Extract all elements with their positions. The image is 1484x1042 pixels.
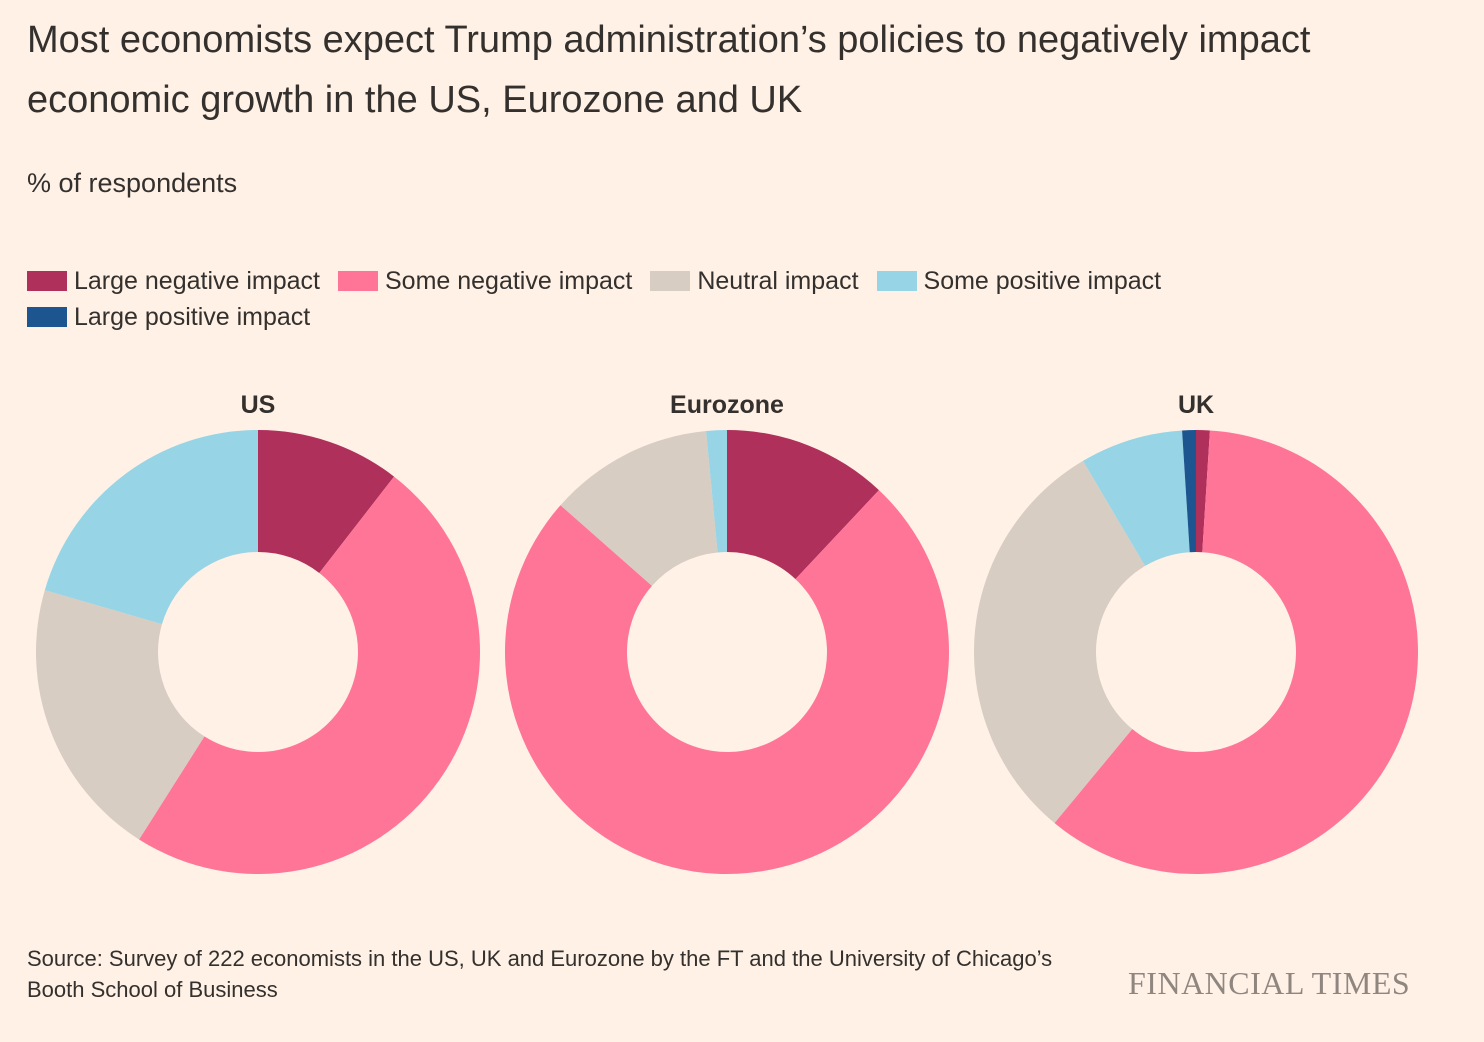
donut-slice-large-negative-impact	[727, 430, 879, 580]
brand-wordmark: FINANCIAL TIMES	[1128, 965, 1411, 1001]
donut-slice-some-negative-impact	[139, 476, 481, 875]
donut-chart	[505, 430, 949, 874]
legend-label: Some negative impact	[384, 266, 633, 295]
legend-item: Some negative impact	[337, 266, 633, 296]
donut-slice-some-positive-impact	[706, 430, 727, 553]
chart-title: Most economists expect Trump administrat…	[27, 19, 1311, 121]
donut-chart	[974, 430, 1418, 874]
donut-slice-some-positive-impact	[1082, 430, 1190, 566]
legend-swatch	[337, 271, 378, 291]
legend-item: Neutral impact	[650, 266, 859, 296]
donut-slice-large-positive-impact	[1182, 430, 1196, 553]
donut-title: US	[240, 391, 276, 419]
chart-subtitle: % of respondents	[27, 168, 238, 198]
legend-swatch	[650, 271, 691, 291]
legend-item: Large negative impact	[27, 266, 320, 296]
legend-label: Some positive impact	[923, 266, 1162, 295]
legend: Large negative impact Some negative impac…	[27, 266, 1327, 332]
donut-title: Eurozone	[670, 391, 784, 419]
source-note: Source: Survey of 222 economists in the …	[27, 946, 1053, 1002]
legend-item: Large positive impact	[27, 302, 310, 332]
legend-swatch	[27, 271, 67, 291]
donut-title: UK	[1177, 391, 1215, 419]
donut-slice-neutral-impact	[560, 430, 718, 586]
legend-label: Neutral impact	[697, 266, 859, 295]
legend-label: Large positive impact	[74, 302, 311, 331]
legend-item: Some positive impact	[876, 266, 1162, 296]
donut-slice-neutral-impact	[974, 460, 1146, 824]
donut-slice-some-negative-impact	[1054, 430, 1418, 874]
donut-slice-some-positive-impact	[44, 430, 258, 625]
donut-slice-some-negative-impact	[505, 490, 949, 874]
donut-slice-large-negative-impact	[258, 430, 395, 573]
donut-chart	[36, 430, 481, 875]
donut-slice-neutral-impact	[36, 590, 205, 840]
legend-swatch	[27, 307, 67, 327]
donut-slice-large-negative-impact	[1196, 430, 1210, 553]
legend-swatch	[876, 271, 917, 291]
legend-label: Large negative impact	[74, 266, 320, 295]
donut-charts: US Eurozone UK	[0, 385, 1484, 895]
